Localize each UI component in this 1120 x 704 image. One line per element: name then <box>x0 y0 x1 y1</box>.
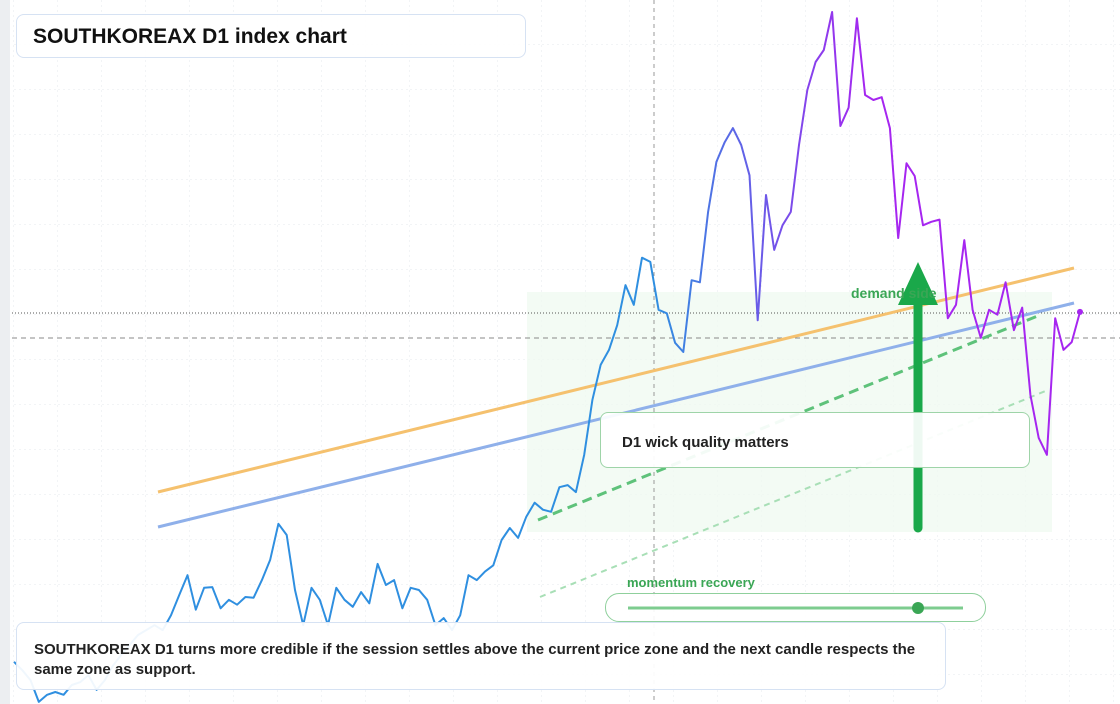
slider-track <box>628 602 963 614</box>
annotation: demand side <box>851 285 937 301</box>
channel-line <box>537 313 1041 522</box>
annotation-box: D1 wick quality matters <box>600 412 1030 468</box>
left-rail <box>0 0 10 704</box>
channel-line <box>539 389 1049 598</box>
price-line <box>13 11 1081 703</box>
slider-label: momentum recovery <box>627 575 755 590</box>
last-point <box>1077 308 1083 315</box>
title: SOUTHKOREAX D1 index chart <box>16 14 526 58</box>
arrow-head <box>898 262 938 305</box>
caption: SOUTHKOREAX D1 turns more credible if th… <box>16 622 946 690</box>
plot <box>13 11 1083 703</box>
knob[interactable] <box>912 602 924 614</box>
slider[interactable] <box>605 593 986 622</box>
